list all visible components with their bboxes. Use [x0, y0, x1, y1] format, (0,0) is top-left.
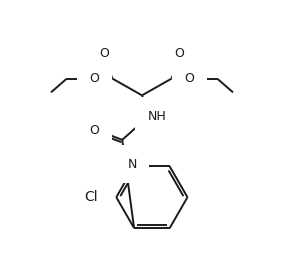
Text: O: O [89, 72, 99, 85]
Text: Cl: Cl [84, 190, 97, 204]
Text: NH: NH [147, 110, 166, 123]
Text: O: O [185, 72, 195, 85]
Text: N: N [128, 158, 137, 171]
Text: O: O [99, 47, 109, 60]
Text: O: O [175, 47, 185, 60]
Text: O: O [89, 124, 99, 137]
